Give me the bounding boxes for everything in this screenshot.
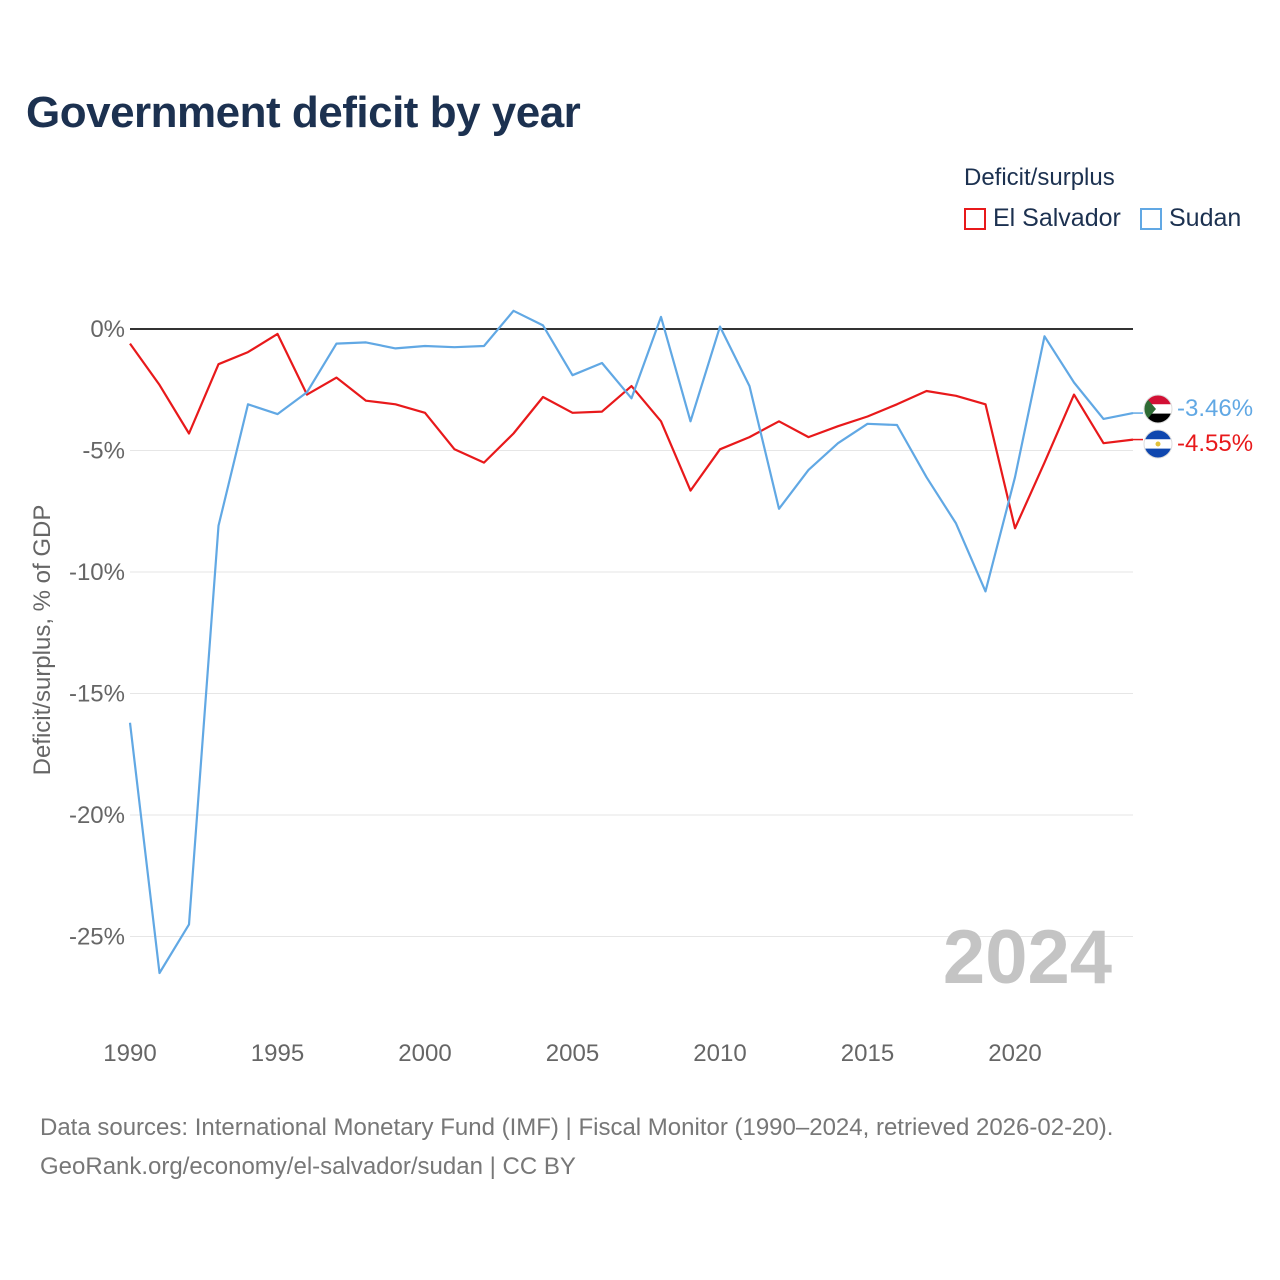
x-tick-label: 2010 bbox=[693, 1040, 746, 1067]
y-tick-label: -25% bbox=[69, 924, 125, 951]
x-tick-label: 1990 bbox=[103, 1040, 156, 1067]
sudan-flag-icon bbox=[1143, 394, 1173, 424]
legend-item-el-salvador[interactable]: El Salvador bbox=[964, 204, 1121, 233]
gridlines bbox=[130, 328, 1133, 937]
chart-title: Government deficit by year bbox=[26, 88, 581, 137]
y-axis-label: Deficit/surplus, % of GDP bbox=[29, 505, 56, 776]
y-axis: 0% -5% -10% -15% -20% -25% bbox=[69, 316, 125, 951]
legend-title: Deficit/surplus bbox=[964, 164, 1115, 191]
x-tick-label: 2005 bbox=[546, 1040, 599, 1067]
end-label-el-salvador: -4.55% bbox=[1177, 430, 1253, 457]
year-watermark: 2024 bbox=[943, 915, 1112, 1000]
legend-label-sudan: Sudan bbox=[1169, 204, 1242, 232]
y-tick-label: -5% bbox=[82, 438, 125, 465]
legend-label-el-salvador: El Salvador bbox=[993, 204, 1121, 232]
legend-swatch-el-salvador bbox=[964, 207, 986, 230]
y-tick-label: -20% bbox=[69, 802, 125, 829]
source-line-1: Data sources: International Monetary Fun… bbox=[40, 1114, 1114, 1141]
el-salvador-flag-icon bbox=[1143, 429, 1173, 459]
series-line-sudan bbox=[128, 309, 1134, 975]
series-lines bbox=[128, 309, 1143, 975]
y-tick-label: -10% bbox=[69, 559, 125, 586]
source-note: Data sources: International Monetary Fun… bbox=[40, 1108, 1113, 1186]
y-tick-label: 0% bbox=[90, 316, 125, 343]
series-line-el-salvador bbox=[129, 332, 1134, 530]
y-tick-label: -15% bbox=[69, 681, 125, 708]
x-axis: 1990 1995 2000 2005 2010 2015 2020 bbox=[103, 1040, 1041, 1067]
legend-item-sudan[interactable]: Sudan bbox=[1140, 204, 1241, 233]
legend-swatch-sudan bbox=[1140, 207, 1162, 230]
x-tick-label: 1995 bbox=[251, 1040, 304, 1067]
x-tick-label: 2000 bbox=[398, 1040, 451, 1067]
end-label-sudan: -3.46% bbox=[1177, 395, 1253, 422]
source-line-2: GeoRank.org/economy/el-salvador/sudan | … bbox=[40, 1153, 576, 1180]
x-tick-label: 2020 bbox=[988, 1040, 1041, 1067]
x-tick-label: 2015 bbox=[841, 1040, 894, 1067]
